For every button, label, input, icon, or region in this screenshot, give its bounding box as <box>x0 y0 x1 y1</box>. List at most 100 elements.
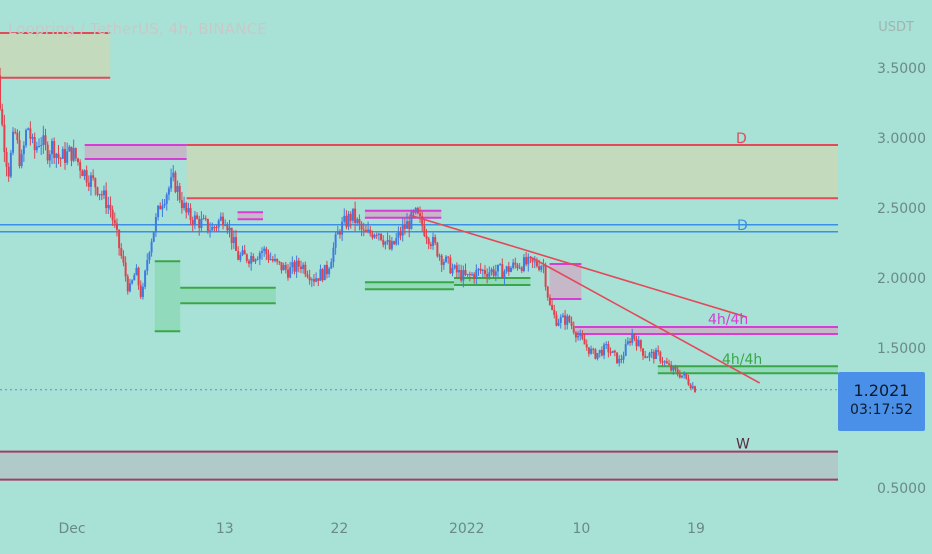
candle-body-90 <box>183 202 186 209</box>
candle-body-202 <box>425 235 428 239</box>
candle-body-107 <box>219 216 222 221</box>
candle-body-19 <box>29 128 32 139</box>
candle-body-38 <box>70 146 73 161</box>
green-4h-zone[interactable] <box>657 366 838 374</box>
y-tick-label-3: 2.0000 <box>877 271 926 287</box>
candle-body-67 <box>133 275 136 281</box>
candle-body-220 <box>464 270 467 275</box>
daily-resistance-zone[interactable] <box>186 145 838 199</box>
candle-body-266 <box>564 315 567 325</box>
candle-body-93 <box>189 208 192 220</box>
y-axis[interactable]: 3.5000 3.0000 2.5000 2.0000 1.5000 0.5000 <box>877 61 926 497</box>
candle-body-49 <box>94 178 97 188</box>
candle-body-275 <box>583 338 586 345</box>
candle-body-226 <box>477 268 480 270</box>
candle-body-166 <box>347 213 350 227</box>
candle-body-113 <box>232 237 235 244</box>
weekly-zone[interactable] <box>0 451 838 480</box>
candle-body-261 <box>553 309 556 315</box>
candle-body-238 <box>503 271 506 278</box>
candle-body-197 <box>414 207 417 213</box>
candle-body-83 <box>167 188 170 195</box>
x-tick-label-1: 13 <box>216 521 234 537</box>
candle-body-95 <box>193 215 196 225</box>
candle-body-55 <box>107 204 110 209</box>
candle-body-293 <box>622 355 625 360</box>
candle-body-125 <box>258 253 261 259</box>
candle-body-87 <box>176 186 179 192</box>
candle-body-59 <box>115 223 118 230</box>
candle-body-32 <box>57 153 60 159</box>
candle-body-162 <box>338 231 341 235</box>
candle-body-207 <box>436 242 439 257</box>
candle-body-292 <box>620 358 623 360</box>
candle-body-297 <box>631 333 634 343</box>
x-tick-label-3: 2022 <box>449 521 485 537</box>
candle-body-198 <box>416 207 419 214</box>
candle-body-46 <box>87 182 90 187</box>
candle-body-235 <box>496 264 499 272</box>
candle-body-40 <box>74 148 77 159</box>
candle-body-31 <box>55 153 58 158</box>
candle-body-155 <box>323 264 326 281</box>
candle-body-301 <box>639 340 642 349</box>
candle-body-108 <box>222 216 225 226</box>
x-axis[interactable]: Dec 13 22 2022 10 19 <box>58 521 704 537</box>
candle-body-233 <box>492 269 495 276</box>
candle-body-86 <box>174 172 177 192</box>
candle-body-8 <box>5 151 8 167</box>
support-zone-1[interactable] <box>154 261 181 332</box>
candle-body-175 <box>367 229 370 233</box>
candle-body-157 <box>328 268 331 275</box>
candle-body-269 <box>570 321 573 326</box>
trendline-lower[interactable] <box>530 256 761 384</box>
candle-body-211 <box>445 256 448 262</box>
top-resistance-zone[interactable] <box>0 33 111 78</box>
candle-body-146 <box>304 264 307 275</box>
candle-body-57 <box>111 209 114 221</box>
candle-body-322 <box>685 374 688 379</box>
candle-body-296 <box>629 341 632 343</box>
currency-label[interactable]: USDT <box>878 20 914 35</box>
magenta-4h-zone[interactable] <box>575 327 838 334</box>
candle-body-78 <box>157 205 160 218</box>
magenta-zone-3[interactable] <box>364 210 442 218</box>
candle-body-17 <box>25 129 28 146</box>
candle-body-185 <box>388 240 391 249</box>
candle-body-288 <box>611 350 614 353</box>
trendline-upper[interactable] <box>409 214 748 318</box>
candle-body-115 <box>237 250 240 260</box>
candle-body-312 <box>663 361 666 363</box>
support-zone-4[interactable] <box>454 278 531 285</box>
candle-body-263 <box>557 322 560 326</box>
magenta-zone-1[interactable] <box>84 145 187 159</box>
candle-body-149 <box>310 279 313 281</box>
candle-body-158 <box>330 262 333 269</box>
support-zone-3[interactable] <box>364 282 455 290</box>
candle-body-171 <box>358 219 361 224</box>
candle-body-209 <box>440 255 443 265</box>
candle-body-145 <box>302 264 305 269</box>
candle-body-244 <box>516 264 519 269</box>
candle-body-136 <box>282 265 285 271</box>
candle-body-70 <box>139 285 142 297</box>
magenta-zone-2[interactable] <box>237 212 264 220</box>
candle-body-183 <box>384 241 387 245</box>
daily-zone-label: D <box>736 131 747 147</box>
candle-body-42 <box>79 162 82 171</box>
y-tick-label-2: 2.5000 <box>877 201 926 217</box>
candle-body-26 <box>44 135 47 145</box>
candle-body-68 <box>135 267 138 276</box>
candle-body-321 <box>683 374 686 376</box>
last-price-value: 1.2021 <box>853 381 910 400</box>
candle-body-106 <box>217 220 220 228</box>
candle-body-307 <box>652 351 655 360</box>
candle-body-60 <box>118 229 121 249</box>
candle-body-5 <box>0 75 2 110</box>
candle-body-318 <box>676 369 679 375</box>
candle-body-51 <box>98 194 101 196</box>
candle-body-105 <box>215 227 218 229</box>
support-zone-2[interactable] <box>180 287 276 304</box>
candle-body-144 <box>299 266 302 269</box>
